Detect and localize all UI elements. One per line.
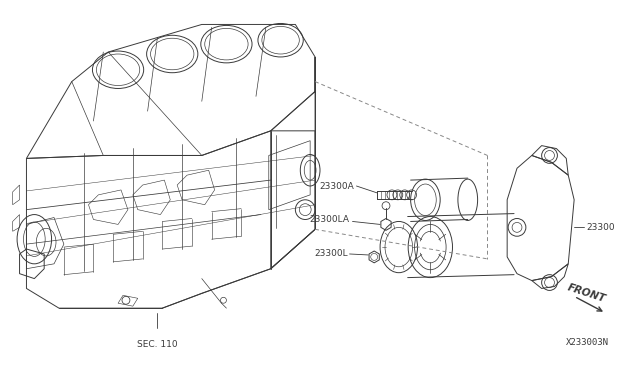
Text: X233003N: X233003N bbox=[566, 338, 609, 347]
Text: 23300L: 23300L bbox=[314, 250, 348, 259]
Text: SEC. 110: SEC. 110 bbox=[137, 340, 178, 349]
Text: 23300: 23300 bbox=[586, 223, 614, 232]
Text: FRONT: FRONT bbox=[566, 282, 607, 304]
Text: 23300LA: 23300LA bbox=[310, 215, 349, 224]
Text: 23300A: 23300A bbox=[320, 182, 355, 190]
